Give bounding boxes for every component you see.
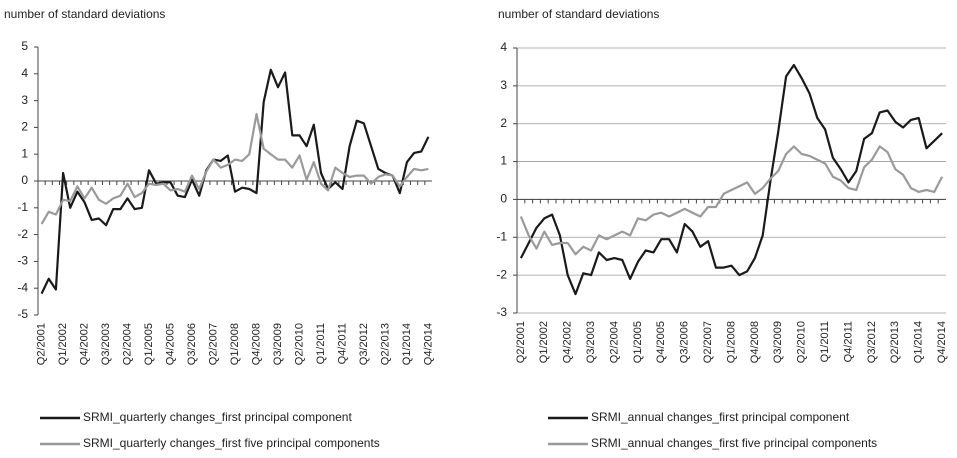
y-tick-label: 0 xyxy=(500,192,507,206)
legend-label: SRMI_annual changes_first five principal… xyxy=(591,436,877,450)
y-axis-label: number of standard deviations xyxy=(4,7,165,21)
x-tick-label: Q1/2002 xyxy=(538,321,550,363)
x-tick-label: Q4/2002 xyxy=(562,321,574,363)
x-tick-label: Q3/2003 xyxy=(585,321,597,363)
series-line xyxy=(40,68,430,295)
y-tick-label: -1 xyxy=(496,229,507,243)
x-tick-label: Q4/2008 xyxy=(749,321,761,363)
y-tick-label: 4 xyxy=(500,40,507,54)
x-tick-label: Q2/2007 xyxy=(207,323,219,365)
x-tick-label: Q2/2010 xyxy=(293,323,305,365)
y-axis-label: number of standard deviations xyxy=(498,7,659,21)
legend-label: SRMI_annual changes_first principal comp… xyxy=(591,410,850,424)
x-tick-label: Q4/2002 xyxy=(78,323,90,365)
x-tick-label: Q1/2002 xyxy=(57,323,69,365)
x-tick-label: Q1/2008 xyxy=(725,321,737,363)
y-tick-label: -2 xyxy=(496,267,507,281)
x-tick-label: Q4/2008 xyxy=(250,323,262,365)
y-tick-label: 3 xyxy=(500,78,507,92)
x-tick-label: Q3/2012 xyxy=(358,323,370,365)
x-tick-label: Q4/2014 xyxy=(422,323,434,365)
x-tick-label: Q2/2010 xyxy=(796,321,808,363)
x-tick-label: Q3/2006 xyxy=(679,321,691,363)
y-tick-label: -4 xyxy=(17,280,28,294)
x-tick-label: Q2/2001 xyxy=(35,323,47,365)
x-tick-label: Q3/2009 xyxy=(772,321,784,363)
x-tick-label: Q3/2006 xyxy=(186,323,198,365)
y-tick-label: 0 xyxy=(21,173,28,187)
legend-label: SRMI_quarterly changes_first principal c… xyxy=(83,410,352,424)
y-tick-label: 2 xyxy=(21,120,28,134)
y-tick-label: 3 xyxy=(21,93,28,107)
y-tick-label: 1 xyxy=(500,154,507,168)
x-tick-label: Q2/2013 xyxy=(379,323,391,365)
x-tick-label: Q3/2012 xyxy=(866,321,878,363)
x-tick-label: Q4/2011 xyxy=(336,323,348,364)
y-tick-label: -2 xyxy=(17,227,28,241)
x-tick-label: Q4/2011 xyxy=(842,321,854,362)
y-tick-label: -5 xyxy=(17,307,28,321)
x-tick-label: Q2/2001 xyxy=(515,321,527,363)
x-tick-label: Q4/2005 xyxy=(164,323,176,365)
y-tick-label: 2 xyxy=(500,116,507,130)
x-tick-label: Q3/2003 xyxy=(100,323,112,365)
series-line xyxy=(519,63,943,296)
x-tick-label: Q1/2011 xyxy=(315,323,327,364)
x-tick-label: Q4/2005 xyxy=(655,321,667,363)
x-tick-label: Q1/2005 xyxy=(143,323,155,365)
x-tick-label: Q2/2004 xyxy=(608,321,620,363)
series-line xyxy=(40,112,429,225)
y-tick-label: -1 xyxy=(17,200,28,214)
x-tick-label: Q4/2014 xyxy=(936,321,948,363)
x-tick-label: Q2/2004 xyxy=(121,323,133,365)
x-tick-label: Q1/2008 xyxy=(229,323,241,365)
x-tick-label: Q2/2013 xyxy=(889,321,901,363)
x-tick-label: Q2/2007 xyxy=(702,321,714,363)
legend-label: SRMI_quarterly changes_first five princi… xyxy=(83,436,380,450)
x-tick-label: Q3/2009 xyxy=(272,323,284,365)
x-tick-label: Q1/2005 xyxy=(632,321,644,363)
x-tick-label: Q1/2014 xyxy=(401,323,413,365)
y-tick-label: -3 xyxy=(17,254,28,268)
x-tick-label: Q1/2011 xyxy=(819,321,831,362)
y-tick-label: -3 xyxy=(496,305,507,319)
y-tick-label: 1 xyxy=(21,146,28,160)
series-line xyxy=(519,145,944,256)
y-tick-label: 5 xyxy=(21,39,28,53)
x-tick-label: Q1/2014 xyxy=(913,321,925,363)
y-tick-label: 4 xyxy=(21,66,28,80)
